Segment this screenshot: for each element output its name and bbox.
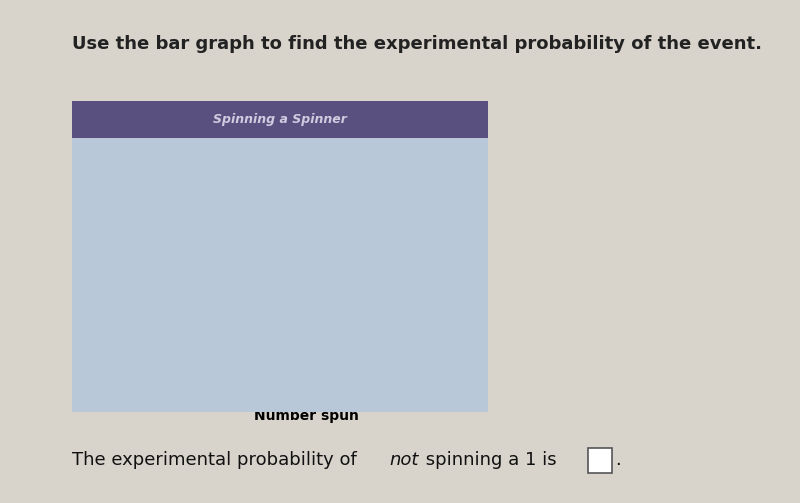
Text: The experimental probability of: The experimental probability of <box>72 451 362 469</box>
Text: spinning a 1 is: spinning a 1 is <box>419 451 562 469</box>
Bar <box>422 249 450 382</box>
Text: Use the bar graph to find the experimental probability of the event.: Use the bar graph to find the experiment… <box>72 35 762 53</box>
Bar <box>214 268 242 382</box>
X-axis label: Number spun: Number spun <box>254 409 358 423</box>
Bar <box>162 230 190 382</box>
Y-axis label: Times spun: Times spun <box>96 223 110 312</box>
Text: Spinning a Spinner: Spinning a Spinner <box>213 113 347 126</box>
Text: .: . <box>614 451 621 469</box>
Text: not: not <box>390 451 419 469</box>
Bar <box>370 211 398 382</box>
Bar <box>318 173 346 382</box>
Bar <box>266 211 294 382</box>
